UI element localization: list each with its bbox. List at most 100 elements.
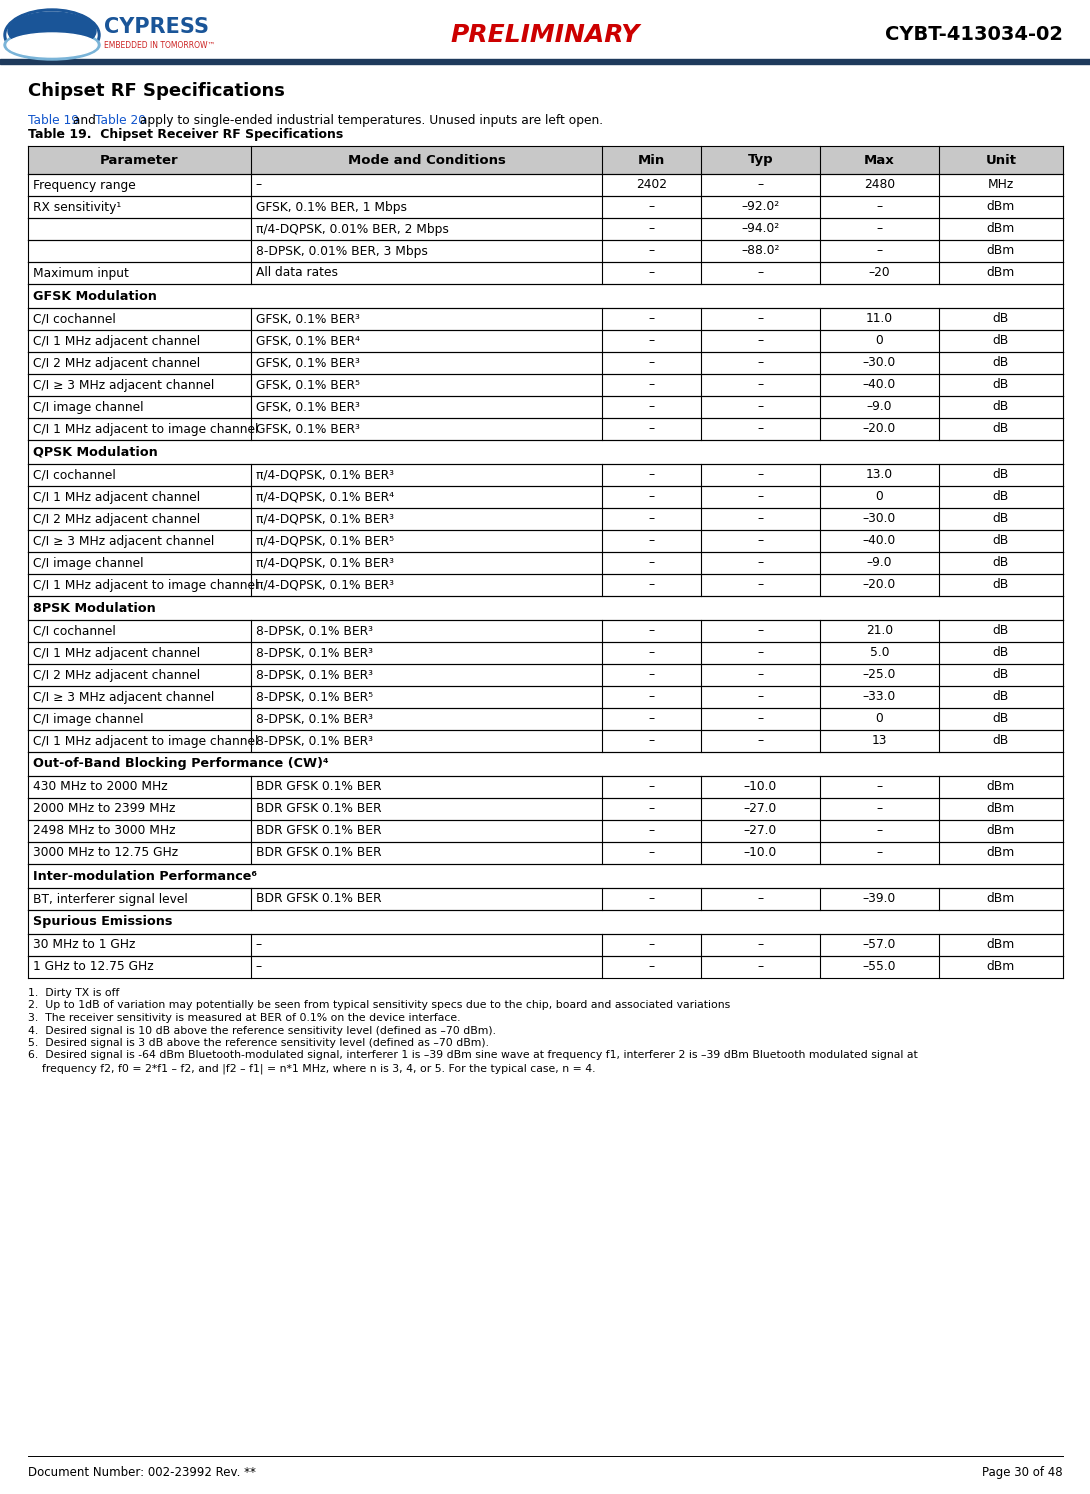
Text: –: – [758, 961, 763, 974]
Text: –: – [649, 556, 655, 569]
Text: –: – [649, 690, 655, 704]
Bar [28, 620, 1063, 642]
Text: –27.0: –27.0 [743, 802, 777, 816]
Text: dBm: dBm [986, 961, 1015, 974]
Text: dB: dB [993, 357, 1009, 369]
Text: Min: Min [638, 154, 665, 166]
Text: –: – [758, 178, 763, 191]
Text: –: – [649, 802, 655, 816]
Text: 5.  Desired signal is 3 dB above the reference sensitivity level (defined as –70: 5. Desired signal is 3 dB above the refe… [28, 1038, 489, 1047]
Text: –: – [758, 490, 763, 503]
Text: –: – [876, 847, 882, 859]
Bar [28, 308, 1063, 330]
Text: –: – [649, 938, 655, 952]
Text: –: – [649, 335, 655, 348]
Text: –9.0: –9.0 [867, 400, 892, 414]
Text: –40.0: –40.0 [862, 535, 896, 547]
Text: π/4-DQPSK, 0.1% BER⁴: π/4-DQPSK, 0.1% BER⁴ [255, 490, 393, 503]
Text: –: – [649, 535, 655, 547]
Text: –: – [649, 713, 655, 726]
Text: BDR GFSK 0.1% BER: BDR GFSK 0.1% BER [255, 780, 381, 793]
Text: –: – [649, 357, 655, 369]
Text: –40.0: –40.0 [862, 378, 896, 391]
Bar [28, 353, 1063, 374]
Text: dB: dB [993, 469, 1009, 481]
Text: –9.0: –9.0 [867, 556, 892, 569]
Text: –55.0: –55.0 [862, 961, 896, 974]
Text: π/4-DQPSK, 0.1% BER³: π/4-DQPSK, 0.1% BER³ [255, 556, 393, 569]
Bar [28, 956, 1063, 979]
Text: C/I 1 MHz adjacent to image channel: C/I 1 MHz adjacent to image channel [33, 423, 258, 435]
Text: –30.0: –30.0 [862, 357, 896, 369]
Text: π/4-DQPSK, 0.01% BER, 2 Mbps: π/4-DQPSK, 0.01% BER, 2 Mbps [255, 223, 448, 236]
Text: –: – [649, 780, 655, 793]
Text: GFSK, 0.1% BER³: GFSK, 0.1% BER³ [255, 400, 360, 414]
Ellipse shape [7, 33, 97, 57]
Text: Maximum input: Maximum input [33, 266, 129, 279]
Bar [28, 820, 1063, 843]
Text: C/I 1 MHz adjacent channel: C/I 1 MHz adjacent channel [33, 647, 201, 659]
Text: –25.0: –25.0 [862, 668, 896, 681]
Text: –: – [758, 312, 763, 326]
Text: 3000 MHz to 12.75 GHz: 3000 MHz to 12.75 GHz [33, 847, 178, 859]
Text: –: – [649, 490, 655, 503]
Text: dBm: dBm [986, 223, 1015, 236]
Text: dBm: dBm [986, 847, 1015, 859]
Text: dB: dB [993, 690, 1009, 704]
Bar [28, 441, 1063, 465]
Text: 3.  The receiver sensitivity is measured at BER of 0.1% on the device interface.: 3. The receiver sensitivity is measured … [28, 1013, 460, 1023]
Text: C/I 1 MHz adjacent to image channel: C/I 1 MHz adjacent to image channel [33, 735, 258, 747]
Text: BT, interferer signal level: BT, interferer signal level [33, 892, 187, 905]
Text: dB: dB [993, 647, 1009, 659]
Text: –: – [876, 200, 882, 214]
Text: π/4-DQPSK, 0.1% BER⁵: π/4-DQPSK, 0.1% BER⁵ [255, 535, 393, 547]
Text: 13: 13 [872, 735, 887, 747]
Text: C/I 2 MHz adjacent channel: C/I 2 MHz adjacent channel [33, 357, 201, 369]
Text: –: – [758, 668, 763, 681]
Text: –: – [876, 245, 882, 257]
Ellipse shape [4, 9, 100, 61]
Text: –: – [758, 556, 763, 569]
Text: –10.0: –10.0 [743, 780, 777, 793]
Text: PRELIMINARY: PRELIMINARY [450, 22, 640, 46]
Text: dB: dB [993, 668, 1009, 681]
Text: –: – [649, 512, 655, 526]
Bar [28, 934, 1063, 956]
Bar [28, 146, 1063, 173]
Text: 2498 MHz to 3000 MHz: 2498 MHz to 3000 MHz [33, 825, 175, 838]
Text: dB: dB [993, 423, 1009, 435]
Bar [28, 731, 1063, 751]
Text: –: – [649, 223, 655, 236]
Text: frequency f2, f0 = 2*f1 – f2, and |f2 – f1| = n*1 MHz, where n is 3, 4, or 5. Fo: frequency f2, f0 = 2*f1 – f2, and |f2 – … [28, 1064, 595, 1074]
Bar [28, 642, 1063, 663]
Text: –: – [876, 802, 882, 816]
Text: All data rates: All data rates [255, 266, 338, 279]
Text: Page 30 of 48: Page 30 of 48 [982, 1466, 1063, 1479]
Text: 13.0: 13.0 [865, 469, 893, 481]
Text: BDR GFSK 0.1% BER: BDR GFSK 0.1% BER [255, 825, 381, 838]
Ellipse shape [8, 12, 96, 49]
Text: 2.  Up to 1dB of variation may potentially be seen from typical sensitivity spec: 2. Up to 1dB of variation may potentiall… [28, 1001, 730, 1010]
Text: Chipset RF Specifications: Chipset RF Specifications [28, 82, 284, 100]
Bar [28, 910, 1063, 934]
Text: 4.  Desired signal is 10 dB above the reference sensitivity level (defined as –7: 4. Desired signal is 10 dB above the ref… [28, 1025, 496, 1035]
Text: dBm: dBm [986, 802, 1015, 816]
Text: C/I cochannel: C/I cochannel [33, 624, 116, 638]
Bar [28, 843, 1063, 864]
Text: π/4-DQPSK, 0.1% BER³: π/4-DQPSK, 0.1% BER³ [255, 512, 393, 526]
Text: dBm: dBm [986, 892, 1015, 905]
Text: dBm: dBm [986, 245, 1015, 257]
Text: Unit: Unit [985, 154, 1016, 166]
Text: Table 19.  Chipset Receiver RF Specifications: Table 19. Chipset Receiver RF Specificat… [28, 128, 343, 140]
Bar [28, 887, 1063, 910]
Text: –: – [758, 378, 763, 391]
Text: C/I ≥ 3 MHz adjacent channel: C/I ≥ 3 MHz adjacent channel [33, 378, 215, 391]
Text: 8-DPSK, 0.1% BER³: 8-DPSK, 0.1% BER³ [255, 624, 373, 638]
Text: Typ: Typ [748, 154, 773, 166]
Text: 2402: 2402 [637, 178, 667, 191]
Text: dBm: dBm [986, 825, 1015, 838]
Text: –: – [758, 938, 763, 952]
Text: –20.0: –20.0 [862, 578, 896, 592]
Text: Parameter: Parameter [100, 154, 179, 166]
Bar [28, 775, 1063, 798]
